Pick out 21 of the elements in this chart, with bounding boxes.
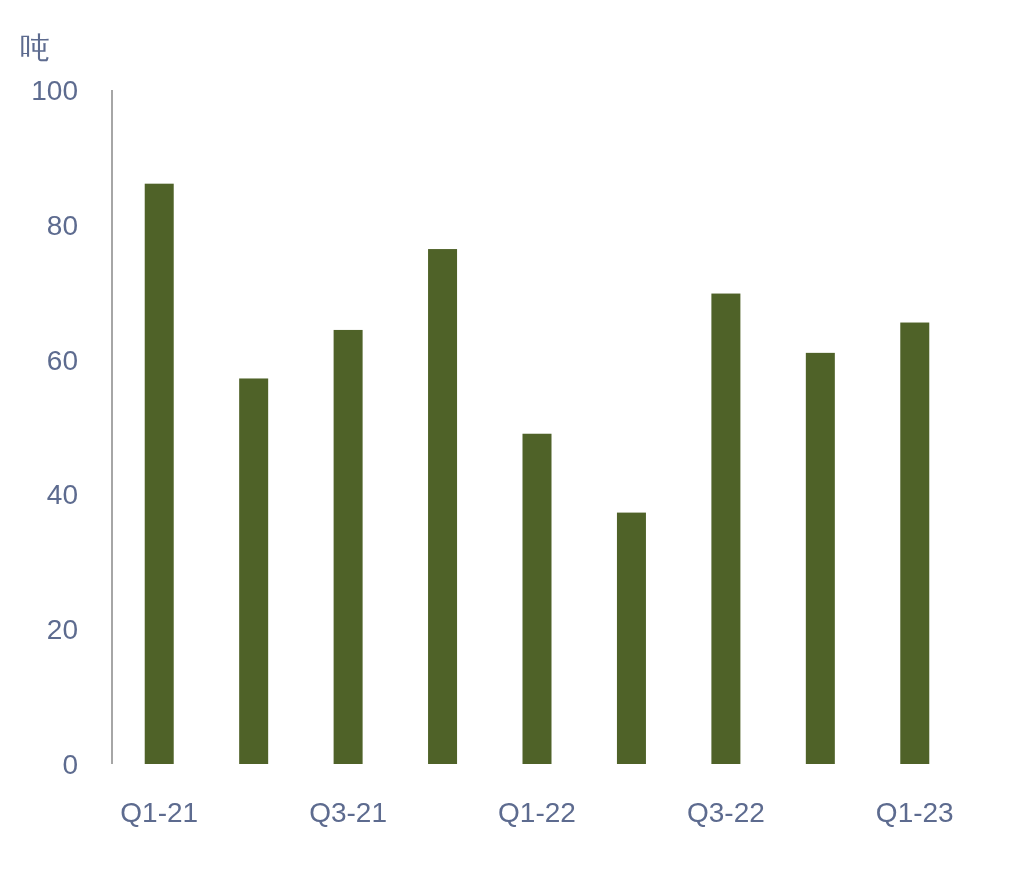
y-axis-title: 吨 [20, 30, 50, 64]
bar [428, 249, 458, 764]
bar [522, 433, 552, 764]
y-tick-label: 80 [46, 209, 78, 241]
x-tick-label: Q3-21 [309, 796, 388, 828]
y-tick-label: 20 [46, 614, 78, 646]
x-tick-label: Q3-22 [686, 796, 765, 828]
x-tick-label: Q1-21 [120, 796, 199, 828]
y-tick-label: 40 [46, 479, 78, 511]
x-tick-label: Q1-22 [498, 796, 576, 828]
bar [805, 352, 835, 764]
y-tick-label: 0 [62, 749, 78, 781]
bar [616, 512, 646, 764]
y-tick-label: 100 [31, 75, 78, 107]
y-tick-label: 60 [46, 344, 78, 376]
bar [900, 322, 930, 764]
x-tick-label: Q1-23 [875, 796, 954, 828]
bar [144, 183, 174, 764]
bar [333, 329, 363, 764]
bar [711, 293, 741, 764]
bar [239, 378, 269, 764]
